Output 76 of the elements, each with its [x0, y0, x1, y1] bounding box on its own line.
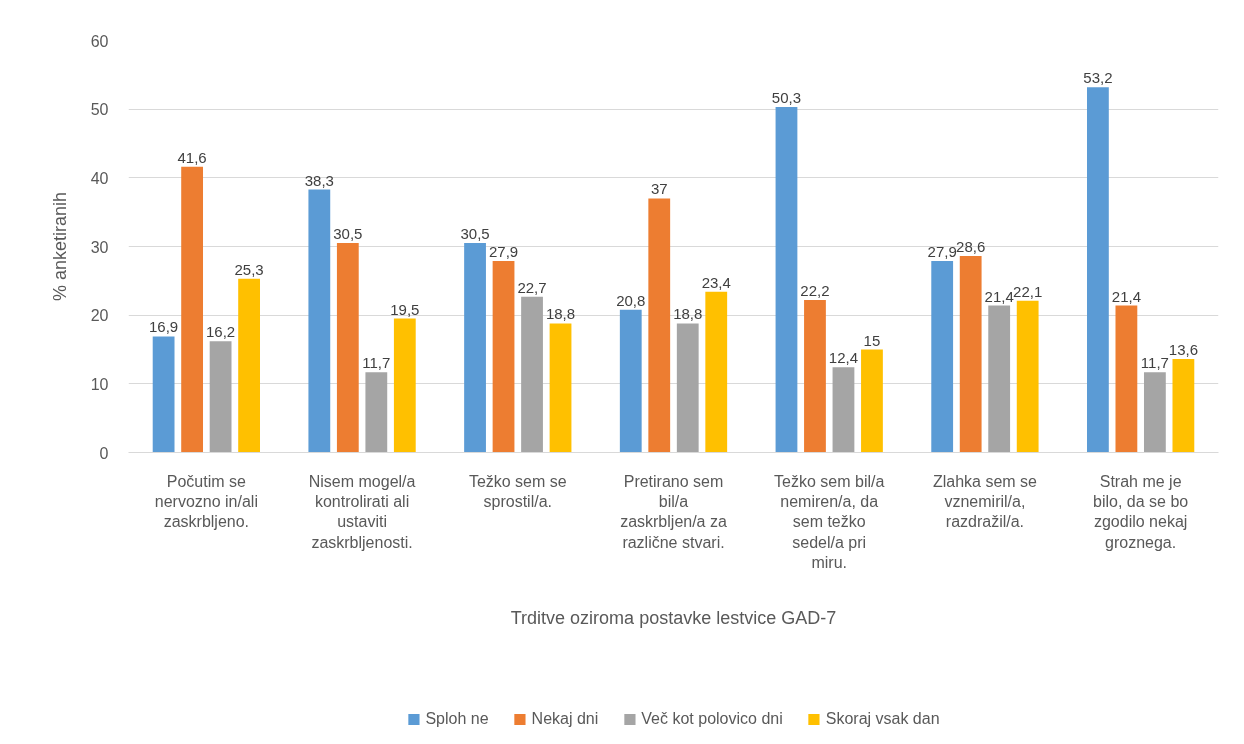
x-tick-label: Nisem mogel/a kontrolirati ali ustaviti zaskrbljenosti.	[308, 472, 416, 551]
data-label: 25,3	[234, 260, 264, 278]
data-label: 50,3	[771, 89, 802, 107]
bar	[1016, 300, 1039, 453]
y-tick-label: 0	[99, 444, 109, 462]
bar	[238, 278, 260, 453]
bar	[959, 256, 982, 453]
data-label: 15	[863, 331, 881, 349]
data-label: 11,7	[362, 354, 391, 372]
data-label: 21,4	[1111, 287, 1141, 305]
bar	[648, 198, 671, 453]
bar	[1143, 372, 1166, 453]
bar	[1172, 359, 1195, 453]
y-tick-label: 20	[90, 307, 109, 325]
bar	[365, 372, 388, 453]
bar	[464, 243, 486, 453]
bar	[988, 305, 1011, 453]
bar	[804, 300, 826, 453]
bar	[152, 336, 175, 453]
bar	[861, 349, 883, 453]
data-label: 20,8	[616, 291, 646, 309]
data-label: 27,9	[488, 242, 519, 260]
data-label: 30,5	[460, 225, 490, 243]
bar	[492, 260, 515, 453]
legend-label: Nekaj dni	[531, 710, 599, 728]
y-tick-label: 60	[90, 32, 109, 50]
bar	[705, 291, 728, 453]
data-label: 53,2	[1083, 69, 1113, 87]
y-axis-title: % anketiranih	[49, 191, 70, 302]
bar	[931, 260, 954, 453]
y-tick-label: 40	[90, 169, 109, 187]
legend-label: Skoraj vsak dan	[825, 710, 940, 728]
data-label: 30,5	[333, 225, 363, 243]
data-label: 16,2	[206, 323, 236, 341]
x-tick-label: Zlahka sem se vznemiril/a, razdražil/a.	[932, 472, 1038, 531]
bar	[1115, 305, 1138, 453]
y-tick-label: 50	[90, 101, 109, 119]
bar	[549, 323, 572, 453]
data-label: 12,4	[828, 349, 859, 367]
y-tick-label: 10	[90, 375, 109, 393]
data-label: 23,4	[701, 273, 731, 291]
bar	[393, 318, 416, 453]
legend-label: Več kot polovico dni	[641, 710, 783, 728]
x-tick-label: Strah me je bilo, da se bo zgodilo nekaj groznega.	[1093, 472, 1189, 551]
bar	[521, 296, 543, 453]
y-tick-label: 30	[90, 238, 109, 256]
bar	[308, 189, 331, 453]
x-tick-label: Težko sem bil/a nemiren/a, da sem težko sedel/a pri miru.	[774, 472, 885, 572]
data-label: 18,8	[545, 305, 576, 323]
bar	[1087, 87, 1109, 453]
data-label: 18,8	[673, 305, 703, 323]
data-label: 27,9	[927, 242, 957, 260]
bar	[832, 367, 855, 453]
bar	[336, 243, 359, 453]
data-label: 22,2	[800, 282, 830, 300]
data-label: 37	[650, 180, 668, 198]
data-label: 21,4	[984, 287, 1014, 305]
x-axis-title: Trditve oziroma postavke lestvice GAD-7	[510, 608, 837, 629]
legend-label: Sploh ne	[425, 710, 489, 728]
data-label: 38,3	[304, 171, 334, 189]
data-label: 13,6	[1168, 341, 1198, 359]
data-label: 41,6	[177, 148, 207, 166]
x-tick-label: Težko sem se sprostil/a.	[468, 472, 567, 510]
bar	[181, 166, 204, 453]
bar	[676, 323, 699, 453]
data-label: 19,5	[390, 300, 420, 318]
bar	[209, 341, 232, 453]
data-label: 22,7	[517, 278, 547, 296]
bar	[775, 107, 798, 453]
data-label: 16,9	[149, 318, 179, 336]
x-tick-label: Počutim se nervozno in/ali zaskrbljeno.	[154, 472, 258, 531]
data-label: 22,1	[1013, 282, 1043, 300]
data-label: 28,6	[956, 238, 986, 256]
bar	[619, 309, 642, 453]
data-label: 11,7	[1140, 354, 1169, 372]
x-tick-label: Pretirano sem bil/a zaskrbljen/a za različne stvari.	[620, 472, 727, 551]
